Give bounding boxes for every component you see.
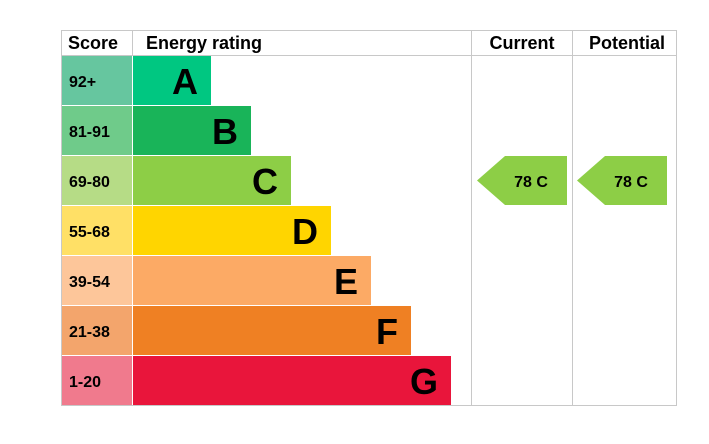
score-cell-e bbox=[62, 256, 132, 305]
score-label-g: 1-20 bbox=[69, 374, 101, 391]
band-bar-c bbox=[133, 156, 291, 205]
score-cell-c bbox=[62, 156, 132, 205]
score-cell-a bbox=[62, 56, 132, 105]
grid-lines bbox=[61, 30, 677, 406]
potential-rating-arrow bbox=[577, 156, 667, 205]
band-letter-g: G bbox=[410, 361, 438, 402]
current-rating-arrow bbox=[477, 156, 567, 205]
band-bar-e bbox=[133, 256, 371, 305]
band-letter-b: B bbox=[212, 111, 238, 152]
band-letter-c: C bbox=[252, 161, 278, 202]
score-cell-b bbox=[62, 106, 132, 155]
header-potential: Potential bbox=[589, 33, 665, 53]
band-bar-b bbox=[133, 106, 251, 155]
score-label-c: 69-80 bbox=[69, 174, 110, 191]
score-cell-f bbox=[62, 306, 132, 355]
band-bar-g bbox=[133, 356, 451, 405]
band-bar-a bbox=[133, 56, 211, 105]
score-label-e: 39-54 bbox=[69, 274, 110, 291]
potential-rating-label: 78 C bbox=[614, 174, 648, 191]
current-rating-label: 78 C bbox=[514, 174, 548, 191]
rating-bands: 92+ A 81-91 B 69-80 C 55-68 D 39-54 E 21-38 F 1-20 G bbox=[62, 56, 451, 405]
score-label-a: 92+ bbox=[69, 74, 96, 91]
header-score: Score bbox=[68, 33, 118, 53]
band-bar-f bbox=[133, 306, 411, 355]
score-cell-g bbox=[62, 356, 132, 405]
band-letter-a: A bbox=[172, 61, 198, 102]
score-label-b: 81-91 bbox=[69, 124, 110, 141]
header-current: Current bbox=[489, 33, 554, 53]
band-letter-d: D bbox=[292, 211, 318, 252]
band-bar-d bbox=[133, 206, 331, 255]
header-energy-rating: Energy rating bbox=[146, 33, 262, 53]
score-cell-d bbox=[62, 206, 132, 255]
score-label-f: 21-38 bbox=[69, 324, 110, 341]
score-label-d: 55-68 bbox=[69, 224, 110, 241]
rating-arrows: 78 C 78 C bbox=[477, 156, 667, 205]
band-letter-f: F bbox=[376, 311, 398, 352]
band-letter-e: E bbox=[334, 261, 358, 302]
